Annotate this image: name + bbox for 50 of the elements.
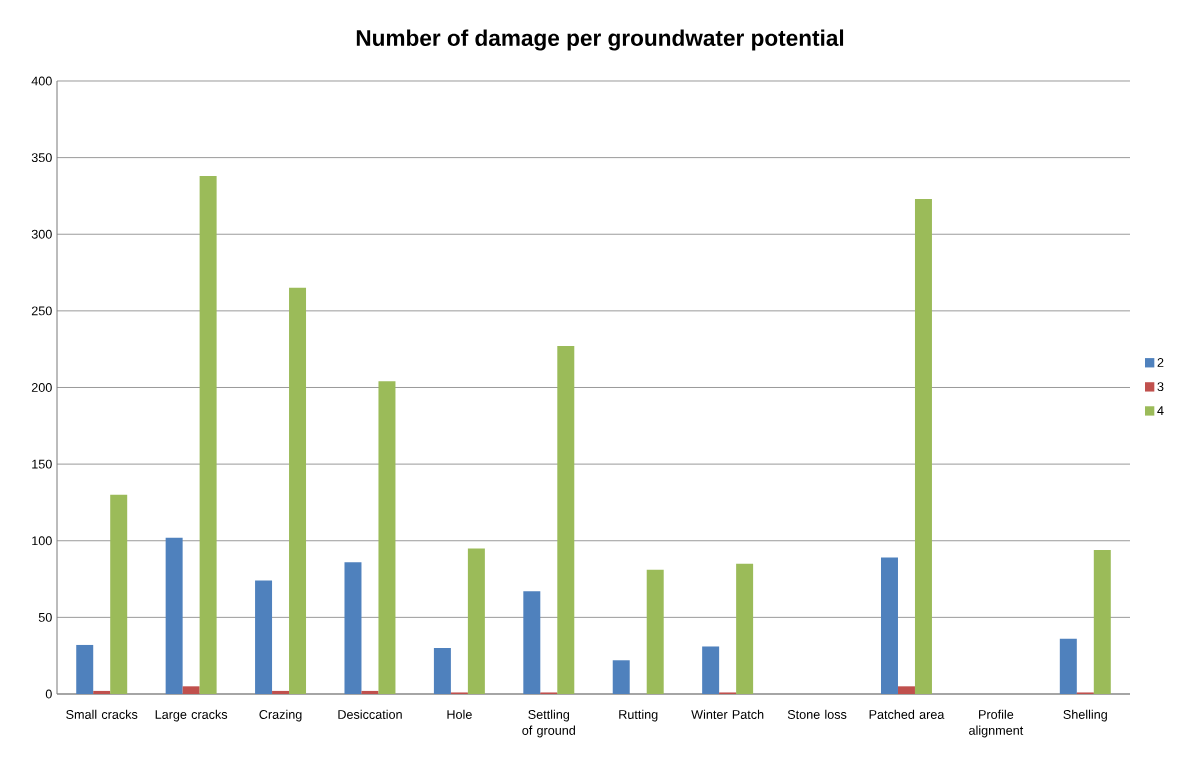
bar — [433, 648, 451, 694]
bar — [523, 591, 541, 694]
bar — [702, 646, 720, 694]
x-tick-label: Hole — [447, 709, 472, 719]
bar — [344, 562, 362, 694]
bar — [646, 569, 664, 694]
bar — [612, 660, 630, 694]
bar — [1093, 549, 1111, 694]
bar — [272, 690, 290, 694]
bar — [110, 494, 128, 694]
y-tick-label: 250 — [31, 306, 52, 316]
bar — [76, 644, 94, 694]
x-tick-label: Stone loss — [787, 709, 847, 719]
y-tick-label: 0 — [45, 689, 52, 699]
legend-label: 2 — [1157, 358, 1164, 367]
legend-label: 3 — [1157, 382, 1164, 392]
legend-label: 4 — [1157, 406, 1164, 415]
bar — [289, 287, 307, 694]
y-tick-label: 50 — [38, 612, 52, 622]
bar — [897, 686, 915, 694]
bar — [199, 176, 217, 694]
bar — [255, 580, 273, 694]
bar — [378, 381, 396, 694]
y-tick-label: 100 — [32, 536, 52, 546]
bar — [736, 563, 754, 694]
x-tick-label: Shelling — [1063, 709, 1107, 722]
x-tick-label: Large cracks — [155, 709, 228, 722]
x-tick-label: Profile alignment — [969, 709, 1024, 738]
x-tick-label: Settling of ground — [522, 709, 575, 738]
bar — [880, 557, 898, 694]
y-tick-label: 400 — [31, 76, 52, 86]
y-tick-label: 200 — [31, 383, 52, 392]
y-tick-label: 350 — [31, 153, 52, 163]
y-tick-label: 300 — [31, 229, 52, 239]
x-tick-label: Rutting — [619, 709, 658, 722]
x-tick-label: Winter Patch — [691, 709, 764, 719]
bar — [1059, 638, 1077, 694]
x-tick-label: Crazing — [259, 709, 302, 722]
chart-title: Number of damage per groundwater potential — [356, 29, 844, 51]
bar — [361, 690, 379, 694]
x-tick-label: Small cracks — [66, 709, 138, 719]
bar — [557, 346, 575, 694]
x-tick-label: Patched area — [869, 709, 945, 719]
bar — [467, 548, 485, 694]
bar — [93, 690, 111, 694]
bar — [165, 537, 183, 694]
x-tick-label: Desiccation — [338, 709, 402, 719]
y-tick-label: 150 — [32, 459, 52, 469]
bar — [182, 686, 200, 694]
bar — [914, 198, 932, 694]
